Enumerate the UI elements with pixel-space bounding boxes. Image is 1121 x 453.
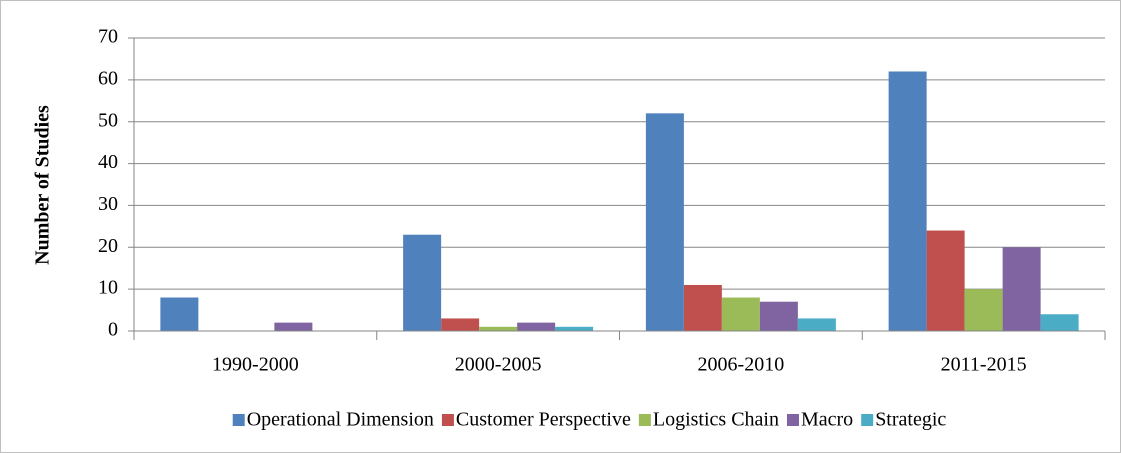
bar xyxy=(759,301,798,331)
legend-label: Logistics Chain xyxy=(653,409,779,431)
x-tick-label: 1990-2000 xyxy=(212,354,299,376)
bar xyxy=(721,297,760,331)
y-tick-label: 0 xyxy=(108,319,118,341)
bar xyxy=(964,289,1003,331)
legend-label: Operational Dimension xyxy=(247,409,434,431)
bar xyxy=(403,234,442,331)
bar xyxy=(1040,314,1079,331)
bar xyxy=(797,318,836,331)
bar xyxy=(1002,247,1041,331)
y-tick-label: 70 xyxy=(98,26,118,48)
legend-label: Customer Perspective xyxy=(456,409,631,431)
legend-swatch xyxy=(232,414,245,426)
legend-label: Strategic xyxy=(875,409,946,431)
bar xyxy=(683,284,722,331)
bar xyxy=(645,113,684,331)
legend-swatch xyxy=(861,414,874,426)
bar xyxy=(479,326,518,331)
bar xyxy=(160,297,199,331)
bar xyxy=(555,326,594,331)
legend-swatch xyxy=(786,414,799,426)
bar xyxy=(441,318,480,331)
y-tick-label: 30 xyxy=(98,193,118,215)
legend-label: Macro xyxy=(801,409,853,431)
bar xyxy=(274,322,313,331)
y-tick-label: 60 xyxy=(98,67,118,89)
y-tick-label: 10 xyxy=(98,277,118,299)
y-tick-label: 20 xyxy=(98,235,118,257)
legend-swatch xyxy=(441,414,454,426)
bar xyxy=(517,322,556,331)
y-tick-label: 50 xyxy=(98,109,118,131)
x-tick-label: 2006-2010 xyxy=(698,354,785,376)
x-tick-label: 2000-2005 xyxy=(455,354,542,376)
y-tick-label: 40 xyxy=(98,151,118,173)
y-axis-label: Number of Studies xyxy=(32,105,54,265)
x-tick-label: 2011-2015 xyxy=(941,354,1027,376)
legend-swatch xyxy=(638,414,651,426)
bar xyxy=(888,71,927,331)
bar xyxy=(926,230,965,331)
